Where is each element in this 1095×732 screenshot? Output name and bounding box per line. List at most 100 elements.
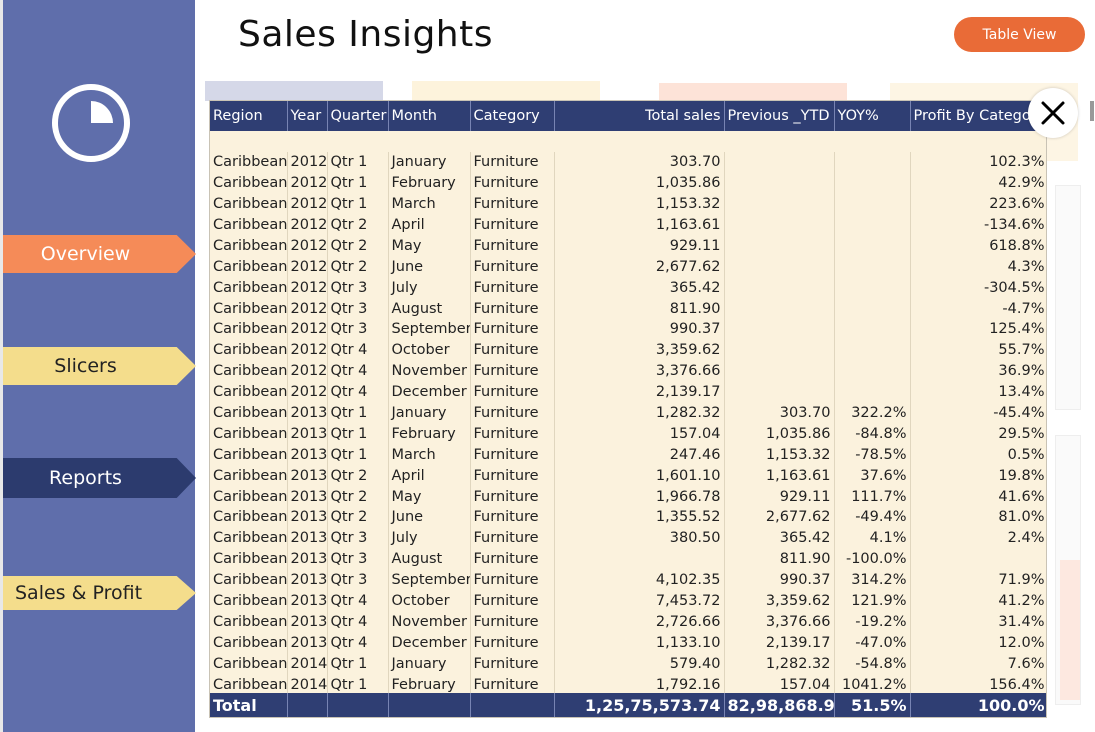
table-row[interactable]: Caribbean 2013 Qtr 2 April Furniture 1,601.10…: [210, 465, 1046, 487]
table-cell: 2013: [287, 611, 328, 633]
nav-reports-button[interactable]: Reports: [3, 458, 196, 498]
table-cell: Furniture: [470, 507, 555, 528]
table-cell: Caribbean: [210, 423, 288, 445]
column-header[interactable]: Year: [287, 101, 328, 131]
table-cell: Qtr 1: [327, 151, 389, 173]
table-cell: 2,139.17: [724, 632, 835, 654]
table-row[interactable]: Caribbean 2013 Qtr 3 July Furniture 380.50 365…: [210, 527, 1046, 549]
column-header[interactable]: Quarter: [327, 101, 389, 131]
table-cell: 31.4%: [910, 611, 1046, 633]
table-cell: Caribbean: [210, 590, 288, 612]
table-row[interactable]: Caribbean 2013 Qtr 2 June Furniture 1,355.52 2…: [210, 507, 1046, 528]
table-cell: 990.37: [724, 569, 835, 591]
table-cell: Qtr 1: [327, 674, 389, 696]
column-header[interactable]: Month: [388, 101, 471, 131]
table-cell: October: [388, 339, 471, 361]
table-cell: 322.2%: [834, 402, 911, 424]
table-cell: [834, 319, 911, 340]
table-cell: 4.3%: [910, 256, 1046, 278]
table-cell: -45.4%: [910, 402, 1046, 424]
total-cell: 51.5%: [834, 693, 911, 717]
table-cell: Furniture: [470, 444, 555, 466]
table-row[interactable]: Caribbean 2014 Qtr 1 February Furniture 1,792…: [210, 674, 1046, 696]
table-row[interactable]: Caribbean 2013 Qtr 3 September Furniture 4,10…: [210, 569, 1046, 591]
table-row[interactable]: Caribbean 2013 Qtr 2 May Furniture 1,966.78 92…: [210, 486, 1046, 508]
table-row[interactable]: Caribbean 2012 Qtr 2 May Furniture 929.11 618.…: [210, 235, 1046, 257]
table-cell: Caribbean: [210, 632, 288, 654]
table-row[interactable]: Caribbean 2012 Qtr 4 December Furniture 2,139…: [210, 381, 1046, 403]
table-cell: Furniture: [470, 548, 555, 570]
table-row[interactable]: Caribbean 2013 Qtr 1 February Furniture 157.0…: [210, 423, 1046, 445]
table-cell: 102.3%: [910, 151, 1046, 173]
table-cell: Qtr 1: [327, 172, 389, 194]
table-cell: Caribbean: [210, 235, 288, 257]
nav-slicers-label: Slicers: [54, 355, 117, 377]
table-row[interactable]: Caribbean 2013 Qtr 4 October Furniture 7,453.…: [210, 590, 1046, 612]
table-row[interactable]: Caribbean 2012 Qtr 2 April Furniture 1,163.61…: [210, 214, 1046, 236]
table-body[interactable]: Caribbean 2012 Qtr 1 January Furniture 303.70…: [210, 131, 1046, 716]
table-row[interactable]: Caribbean 2013 Qtr 4 November Furniture 2,726…: [210, 611, 1046, 633]
table-cell: March: [388, 193, 471, 215]
table-row[interactable]: Caribbean 2012 Qtr 1 January Furniture 303.70…: [210, 151, 1046, 173]
column-header[interactable]: Total sales: [554, 101, 725, 131]
table-row[interactable]: Caribbean 2012 Qtr 3 August Furniture 811.90 -…: [210, 298, 1046, 320]
column-header[interactable]: Region: [210, 101, 288, 131]
table-cell: Furniture: [470, 465, 555, 487]
table-cell: 990.37: [554, 319, 725, 340]
column-header[interactable]: Previous _YTD: [724, 101, 835, 131]
table-cell: Furniture: [470, 423, 555, 445]
table-cell: Caribbean: [210, 172, 288, 194]
table-cell: Qtr 1: [327, 193, 389, 215]
table-cell: 579.40: [554, 653, 725, 675]
table-cell: Furniture: [470, 486, 555, 508]
table-cell: 125.4%: [910, 319, 1046, 340]
table-cell: 2,139.17: [554, 381, 725, 403]
table-cell: -54.8%: [834, 653, 911, 675]
page-scrollbar[interactable]: [1090, 101, 1094, 121]
close-button[interactable]: [1028, 88, 1078, 138]
table-cell: 4,102.35: [554, 569, 725, 591]
table-cell: December: [388, 381, 471, 403]
table-cell: May: [388, 235, 471, 257]
table-cell: April: [388, 465, 471, 487]
table-cell: November: [388, 611, 471, 633]
table-row[interactable]: Caribbean 2012 Qtr 3 September Furniture 990.…: [210, 319, 1046, 340]
table-cell: Furniture: [470, 235, 555, 257]
table-cell: 2013: [287, 590, 328, 612]
table-row[interactable]: Caribbean 2012 Qtr 1 February Furniture 1,035…: [210, 172, 1046, 194]
table-row[interactable]: Caribbean 2012 Qtr 1 March Furniture 1,153.32…: [210, 193, 1046, 215]
table-cell: January: [388, 653, 471, 675]
table-cell: November: [388, 360, 471, 382]
table-cell: Qtr 4: [327, 590, 389, 612]
column-header[interactable]: Profit By Category: [910, 101, 1046, 131]
nav-overview-label: Overview: [40, 243, 131, 265]
table-cell: March: [388, 444, 471, 466]
table-cell: Qtr 3: [327, 277, 389, 299]
table-row[interactable]: Caribbean 2013 Qtr 4 December Furniture 1,133…: [210, 632, 1046, 654]
table-cell: 2014: [287, 674, 328, 696]
table-cell: 303.70: [724, 402, 835, 424]
table-row[interactable]: Caribbean 2014 Qtr 1 January Furniture 579.40…: [210, 653, 1046, 675]
data-table: Region Year Quarter Month Category Total sale…: [210, 101, 1046, 716]
table-row[interactable]: Caribbean 2012 Qtr 2 June Furniture 2,677.62 4…: [210, 256, 1046, 278]
table-cell: Qtr 1: [327, 402, 389, 424]
table-cell: Furniture: [470, 402, 555, 424]
table-row[interactable]: Caribbean 2012 Qtr 3 July Furniture 365.42 -30…: [210, 277, 1046, 299]
table-row[interactable]: Caribbean 2012 Qtr 4 November Furniture 3,376…: [210, 360, 1046, 382]
table-cell: Furniture: [470, 360, 555, 382]
nav-overview-button[interactable]: Overview: [3, 235, 196, 273]
column-header[interactable]: Category: [470, 101, 555, 131]
table-cell: Caribbean: [210, 465, 288, 487]
nav-sales-profit-button[interactable]: Sales & Profit: [3, 576, 196, 610]
table-row[interactable]: Caribbean 2012 Qtr 4 October Furniture 3,359.…: [210, 339, 1046, 361]
table-row[interactable]: Caribbean 2013 Qtr 3 August Furniture 811.90-…: [210, 548, 1046, 570]
table-view-button[interactable]: Table View: [954, 17, 1085, 52]
table-row[interactable]: Caribbean 2013 Qtr 1 March Furniture 247.46 1,…: [210, 444, 1046, 466]
table-cell: 121.9%: [834, 590, 911, 612]
nav-slicers-button[interactable]: Slicers: [3, 347, 196, 385]
table-cell: December: [388, 632, 471, 654]
column-header[interactable]: YOY%: [834, 101, 911, 131]
table-cell: 1,355.52: [554, 507, 725, 528]
table-cell: [834, 256, 911, 278]
table-row[interactable]: Caribbean 2013 Qtr 1 January Furniture 1,282.…: [210, 402, 1046, 424]
